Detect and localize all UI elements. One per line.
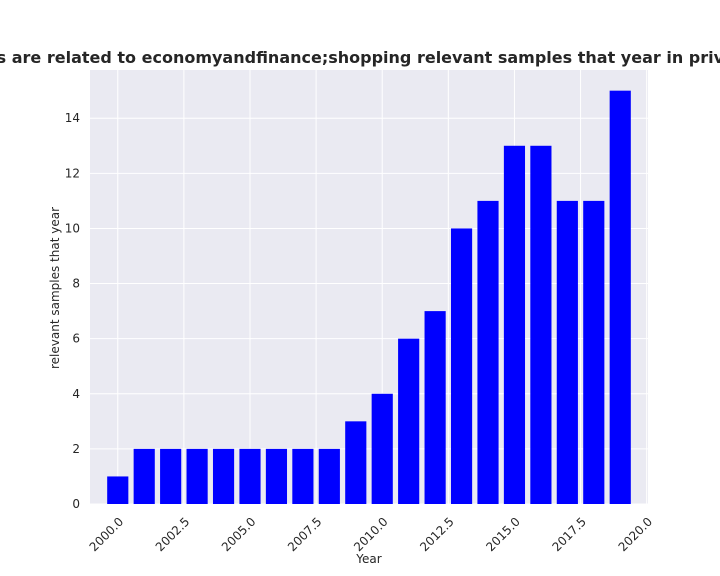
x-tick-label: 2000.0: [87, 515, 127, 555]
bar-2008: [318, 448, 340, 504]
bar-2014: [477, 200, 499, 504]
bar-2006: [265, 448, 288, 504]
x-tick-label: 2007.5: [285, 515, 325, 555]
bar-2017: [556, 200, 578, 504]
bar-2012: [424, 311, 446, 504]
bar-2015: [503, 145, 526, 504]
bar-2001: [133, 448, 155, 504]
x-axis-ticks: 2000.0 2002.5 2005.0 2007.5 2010.0 2012.5 2015…: [87, 515, 656, 555]
x-tick-label: 2020.0: [616, 515, 656, 555]
bar-2000: [107, 476, 129, 504]
x-tick-label: 2012.5: [417, 515, 457, 555]
bar-2004: [212, 448, 235, 504]
grid-lines: [90, 70, 648, 505]
y-tick-label: 0: [72, 497, 80, 511]
y-tick-label: 14: [65, 111, 80, 125]
x-tick-label: 2010.0: [351, 515, 391, 555]
bar-2003: [186, 448, 208, 504]
y-tick-label: 2: [72, 442, 80, 456]
bar-2005: [239, 448, 261, 504]
y-tick-label: 8: [72, 277, 80, 291]
y-tick-label: 6: [72, 332, 80, 346]
bar-2016: [530, 145, 552, 504]
bar-2019: [609, 90, 631, 505]
bar-2010: [371, 393, 393, 504]
y-axis-label: relevant samples that year: [48, 207, 62, 369]
bars: [107, 90, 631, 505]
y-tick-label: 4: [72, 387, 80, 401]
plot-area: [90, 70, 648, 504]
bar-2009: [345, 421, 367, 504]
y-axis-ticks: 0 2 4 6 8 10 12 14: [65, 111, 80, 511]
y-tick-label: 12: [65, 166, 80, 180]
x-tick-label: 2002.5: [153, 515, 193, 555]
x-tick-label: 2017.5: [549, 515, 589, 555]
bar-2011: [398, 338, 420, 504]
x-tick-label: 2015.0: [483, 515, 523, 555]
bar-2007: [292, 448, 314, 504]
x-tick-label: 2005.0: [219, 515, 259, 555]
bar-2013: [450, 228, 473, 504]
y-tick-label: 10: [65, 221, 80, 235]
chart-title: Categories are related to economyandfina…: [0, 48, 720, 67]
x-axis-label: Year: [355, 552, 381, 566]
bar-2002: [160, 448, 182, 504]
bar-2018: [583, 200, 605, 504]
